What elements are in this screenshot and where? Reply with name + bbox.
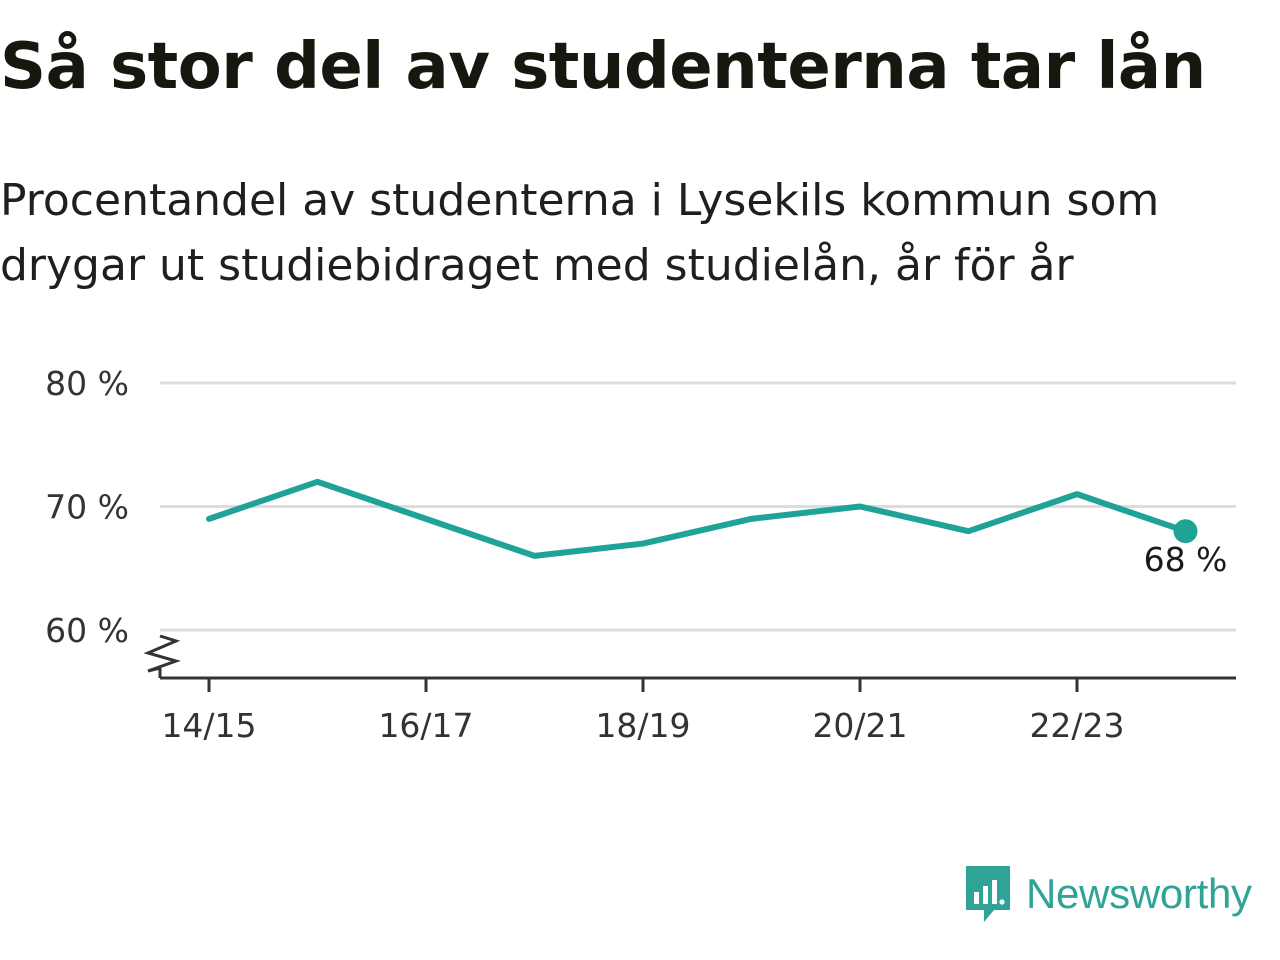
x-tick-label: 14/15	[161, 706, 256, 745]
y-tick-label: 80 %	[45, 364, 129, 403]
chart-subtitle: Procentandel av studenterna i Lysekils k…	[0, 175, 1160, 291]
last-value-label: 68 %	[1144, 540, 1228, 579]
brand-name: Newsworthy	[1026, 870, 1252, 917]
axis-break-mark	[143, 634, 181, 673]
gridlines	[160, 381, 1236, 632]
newsworthy-logo: Newsworthy	[962, 862, 1252, 926]
y-tick-label: 70 %	[45, 488, 129, 527]
x-tick-label: 16/17	[378, 706, 473, 745]
series-line	[206, 478, 1189, 559]
y-axis-ticks: 60 % 70 % 80 %	[45, 364, 129, 650]
x-tick-label: 22/23	[1029, 706, 1124, 745]
y-tick-label: 60 %	[45, 611, 129, 650]
chart-title: Så stor del av studenterna tar lån	[0, 30, 1206, 104]
x-tick-label: 20/21	[812, 706, 907, 745]
newsworthy-logo-icon	[966, 866, 1010, 922]
series-layer: 68 %	[206, 478, 1228, 579]
x-axis	[143, 634, 1236, 680]
x-tick-label: 18/19	[595, 706, 690, 745]
last-point-marker	[1173, 519, 1198, 544]
x-axis-ticks: 14/15 16/17 18/19 20/21 22/23	[161, 678, 1125, 745]
